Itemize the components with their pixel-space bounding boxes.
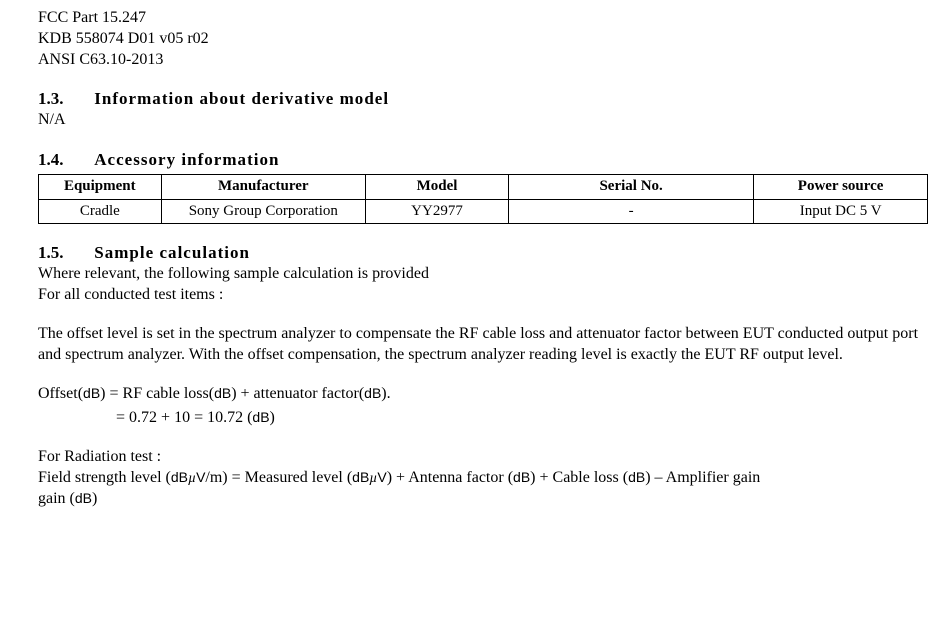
cell-equipment: Cradle <box>39 199 162 224</box>
unit-db: dB <box>75 490 92 506</box>
section-1-3-body: N/A <box>38 110 923 131</box>
offset-result: 10.72 <box>207 409 243 426</box>
section-1-3-heading: 1.3. Information about derivative model <box>38 88 923 110</box>
section-1-3-title: Information about derivative model <box>94 89 389 108</box>
table-row: Cradle Sony Group Corporation YY2977 - I… <box>39 199 928 224</box>
cable-loss-label: Cable loss <box>553 469 619 486</box>
cell-manufacturer: Sony Group Corporation <box>161 199 365 224</box>
section-1-5-title: Sample calculation <box>94 243 250 262</box>
offset-formula-line1: Offset(dB) = RF cable loss(dB) + attenua… <box>38 384 923 405</box>
accessory-table: Equipment Manufacturer Model Serial No. … <box>38 174 928 224</box>
standards-header: FCC Part 15.247 KDB 558074 D01 v05 r02 A… <box>38 8 923 70</box>
unit-dbuv-m: dBµV <box>171 469 206 485</box>
unit-dbuv: dBµV <box>352 469 387 485</box>
cell-model: YY2977 <box>365 199 508 224</box>
col-power-source: Power source <box>754 175 928 200</box>
amplifier-gain-label: Amplifier gain <box>666 469 761 486</box>
section-1-4-number: 1.4. <box>38 149 90 171</box>
col-manufacturer: Manufacturer <box>161 175 365 200</box>
col-model: Model <box>365 175 508 200</box>
standard-line-1: FCC Part 15.247 <box>38 8 923 29</box>
section-1-5-p3: The offset level is set in the spectrum … <box>38 324 923 366</box>
field-strength-label: Field strength level <box>38 469 162 486</box>
antenna-factor-label: Antenna factor <box>408 469 504 486</box>
section-1-5-p2: For all conducted test items : <box>38 285 923 306</box>
cell-power-source: Input DC 5 V <box>754 199 928 224</box>
section-1-3-number: 1.3. <box>38 88 90 110</box>
unit-db: dB <box>83 385 100 401</box>
table-header-row: Equipment Manufacturer Model Serial No. … <box>39 175 928 200</box>
offset-lhs: Offset <box>38 385 78 402</box>
unit-db: dB <box>628 469 645 485</box>
unit-db: dB <box>252 409 269 425</box>
cell-serial-no: - <box>509 199 754 224</box>
section-1-5-p1: Where relevant, the following sample cal… <box>38 264 923 285</box>
attenuator-label: attenuator factor <box>254 385 359 402</box>
unit-db: dB <box>214 385 231 401</box>
section-1-5-heading: 1.5. Sample calculation <box>38 242 923 264</box>
unit-db: dB <box>513 469 530 485</box>
section-1-4-title: Accessory information <box>94 150 279 169</box>
radiation-formula: Field strength level (dBµV/m) = Measured… <box>38 468 923 510</box>
offset-formula-line2: = 0.72 + 10 = 10.72 (dB) <box>38 408 923 429</box>
standard-line-3: ANSI C63.10-2013 <box>38 50 923 71</box>
section-1-5-number: 1.5. <box>38 242 90 264</box>
rf-cable-loss-label: RF cable loss <box>123 385 209 402</box>
att-value: 10 <box>174 409 190 426</box>
radiation-heading: For Radiation test : <box>38 447 923 468</box>
measured-level-label: Measured level <box>245 469 343 486</box>
rf-value: 0.72 <box>129 409 157 426</box>
col-equipment: Equipment <box>39 175 162 200</box>
section-1-4-heading: 1.4. Accessory information <box>38 149 923 171</box>
col-serial-no: Serial No. <box>509 175 754 200</box>
unit-db: dB <box>364 385 381 401</box>
standard-line-2: KDB 558074 D01 v05 r02 <box>38 29 923 50</box>
